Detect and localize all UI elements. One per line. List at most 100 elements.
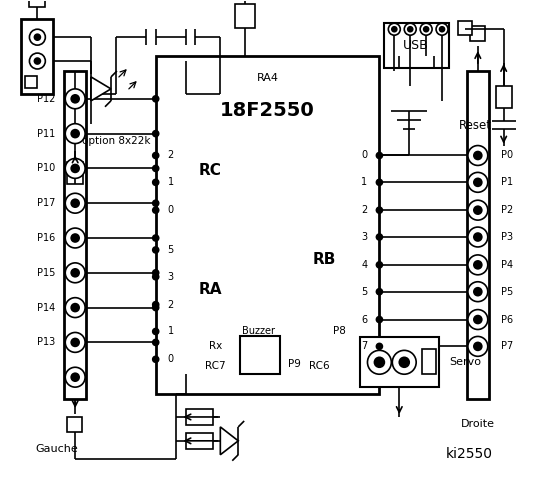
Polygon shape [91, 77, 111, 101]
Text: P15: P15 [37, 268, 55, 278]
Text: P7: P7 [500, 341, 513, 351]
Circle shape [153, 235, 159, 241]
Circle shape [65, 193, 85, 213]
Text: Reset: Reset [459, 119, 492, 132]
Text: P13: P13 [37, 337, 55, 348]
Circle shape [408, 27, 413, 32]
Text: P5: P5 [500, 287, 513, 297]
Text: Rx: Rx [208, 341, 222, 351]
Circle shape [71, 199, 79, 207]
Circle shape [153, 356, 159, 362]
Circle shape [29, 53, 45, 69]
Circle shape [474, 315, 482, 324]
Text: RA: RA [199, 282, 222, 297]
Circle shape [468, 282, 488, 301]
Bar [156, 56, 379, 394]
Circle shape [436, 23, 448, 35]
Circle shape [153, 270, 159, 276]
Circle shape [468, 336, 488, 356]
Text: RA4: RA4 [257, 73, 279, 83]
Bar [29, 0, 45, 7]
Circle shape [474, 342, 482, 350]
Text: Servo: Servo [449, 357, 481, 367]
Circle shape [424, 27, 429, 32]
Text: 1: 1 [362, 177, 368, 187]
Text: 0: 0 [168, 354, 174, 364]
Text: 6: 6 [362, 314, 368, 324]
Circle shape [153, 328, 159, 335]
Text: 7: 7 [361, 341, 368, 351]
Text: ki2550: ki2550 [445, 447, 492, 461]
Circle shape [153, 153, 159, 158]
Text: 3: 3 [362, 232, 368, 242]
Text: 1: 1 [168, 326, 174, 336]
Circle shape [153, 200, 159, 206]
Circle shape [65, 124, 85, 144]
Text: P3: P3 [500, 232, 513, 242]
Bar [458, 21, 472, 35]
Text: Droite: Droite [461, 419, 495, 429]
Circle shape [392, 350, 416, 374]
Text: 2: 2 [168, 151, 174, 160]
Circle shape [153, 305, 159, 311]
Text: Buzzer: Buzzer [242, 326, 275, 336]
Circle shape [153, 166, 159, 171]
Circle shape [468, 200, 488, 220]
Bar [467, 71, 489, 399]
Circle shape [420, 23, 432, 35]
Circle shape [153, 274, 159, 280]
Bar [67, 417, 82, 432]
Text: 4: 4 [362, 260, 368, 270]
Text: P9: P9 [289, 359, 301, 369]
Circle shape [474, 206, 482, 214]
Text: P6: P6 [500, 314, 513, 324]
Circle shape [377, 234, 382, 240]
Circle shape [153, 96, 159, 102]
Bar [240, 336, 280, 374]
Circle shape [153, 207, 159, 213]
Circle shape [34, 58, 40, 64]
Circle shape [65, 367, 85, 387]
Circle shape [153, 247, 159, 253]
Bar [470, 26, 485, 41]
Bar [25, 76, 38, 88]
Circle shape [468, 255, 488, 275]
Text: 0: 0 [168, 205, 174, 215]
Text: RC: RC [199, 163, 222, 178]
Text: P0: P0 [500, 151, 513, 160]
Text: 3: 3 [168, 272, 174, 282]
Text: 5: 5 [361, 287, 368, 297]
Text: option 8x22k: option 8x22k [82, 135, 150, 145]
Circle shape [474, 233, 482, 241]
Circle shape [71, 304, 79, 312]
Text: 2: 2 [361, 205, 368, 215]
Circle shape [71, 130, 79, 138]
Circle shape [468, 172, 488, 192]
Circle shape [474, 179, 482, 186]
Text: P2: P2 [500, 205, 513, 215]
Circle shape [474, 288, 482, 296]
Text: P8: P8 [333, 326, 346, 336]
Circle shape [468, 227, 488, 247]
Text: 2: 2 [168, 300, 174, 310]
Circle shape [153, 339, 159, 346]
Circle shape [65, 298, 85, 318]
Text: RB: RB [313, 252, 336, 267]
Circle shape [153, 180, 159, 185]
Bar [185, 409, 213, 425]
Text: 0: 0 [362, 151, 368, 160]
Circle shape [468, 310, 488, 329]
Text: RC6: RC6 [310, 361, 330, 371]
Circle shape [153, 131, 159, 137]
Text: 18F2550: 18F2550 [220, 101, 315, 120]
Circle shape [65, 158, 85, 179]
Circle shape [377, 207, 382, 213]
Bar [422, 349, 436, 374]
Circle shape [440, 27, 445, 32]
Text: P10: P10 [37, 163, 55, 173]
Circle shape [377, 316, 382, 323]
Bar [495, 86, 512, 108]
Circle shape [34, 34, 40, 40]
Circle shape [468, 145, 488, 166]
Circle shape [29, 29, 45, 45]
